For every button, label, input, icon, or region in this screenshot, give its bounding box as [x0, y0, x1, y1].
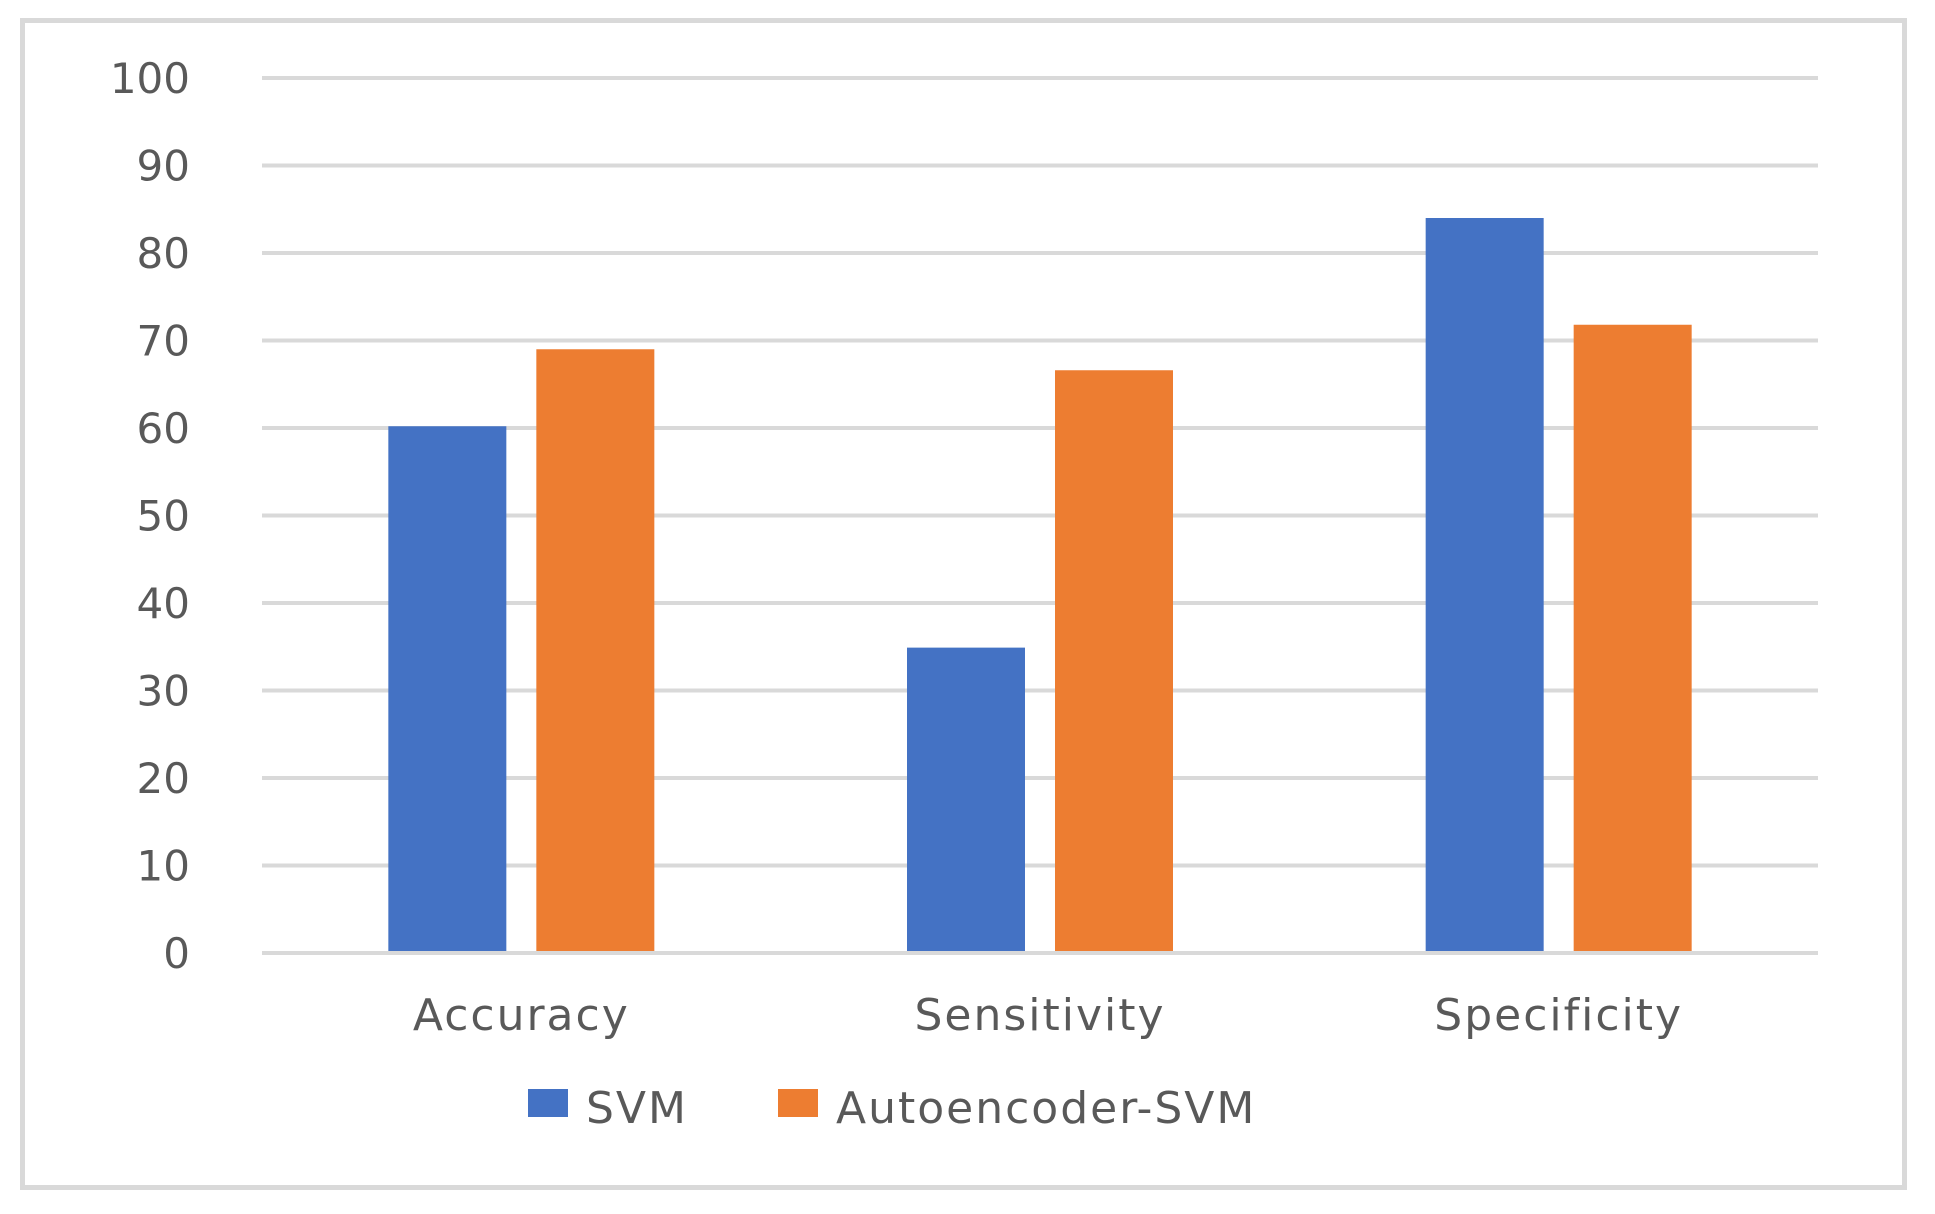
legend-swatch-svm: [528, 1089, 568, 1117]
y-axis-ticks: 0 10 20 30 40 50 60 70 80 90 100: [110, 54, 190, 978]
x-tick-label-accuracy: Accuracy: [413, 990, 630, 1041]
y-tick-label-0: 0: [163, 929, 190, 978]
y-tick-label-50: 50: [137, 492, 190, 541]
legend-swatch-autoencoder-svm: [778, 1089, 818, 1117]
y-tick-label-70: 70: [137, 317, 190, 366]
y-tick-label-40: 40: [137, 579, 190, 628]
y-tick-label-30: 30: [137, 667, 190, 716]
y-tick-label-100: 100: [110, 54, 190, 103]
x-tick-label-specificity: Specificity: [1434, 990, 1683, 1041]
bar-svm-specificity: [1425, 218, 1544, 953]
legend-label-svm: SVM: [586, 1083, 688, 1134]
bar-svm-accuracy: [388, 426, 507, 953]
y-tick-label-60: 60: [137, 404, 190, 453]
y-tick-label-90: 90: [137, 142, 190, 191]
y-tick-label-20: 20: [137, 754, 190, 803]
legend: SVM Autoencoder-SVM: [528, 1083, 1256, 1134]
bar-autoencoder-svm-specificity: [1573, 324, 1692, 953]
gridlines: [262, 76, 1818, 868]
bar-autoencoder-svm-accuracy: [536, 349, 655, 953]
legend-label-autoencoder-svm: Autoencoder-SVM: [836, 1083, 1256, 1134]
x-axis-categories: Accuracy Sensitivity Specificity: [413, 990, 1683, 1041]
y-tick-label-80: 80: [137, 229, 190, 278]
bar-svm-sensitivity: [907, 647, 1025, 953]
bar-autoencoder-svm-sensitivity: [1055, 370, 1173, 953]
bars: [388, 218, 1692, 953]
y-tick-label-10: 10: [137, 842, 190, 891]
x-tick-label-sensitivity: Sensitivity: [914, 990, 1165, 1041]
